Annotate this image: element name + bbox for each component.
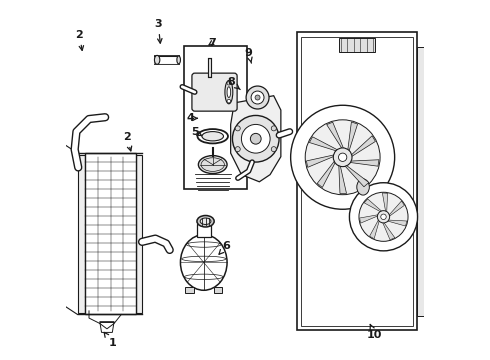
Circle shape [246, 86, 269, 109]
Bar [196, 224, 211, 237]
Circle shape [271, 147, 276, 152]
Ellipse shape [200, 218, 211, 225]
Polygon shape [382, 222, 395, 240]
Circle shape [250, 134, 261, 144]
Polygon shape [369, 219, 379, 239]
Polygon shape [389, 201, 404, 217]
Polygon shape [347, 122, 358, 152]
Polygon shape [317, 160, 336, 188]
Text: 6: 6 [219, 241, 230, 254]
Bar [184, 45, 247, 189]
Circle shape [333, 148, 352, 167]
Circle shape [242, 125, 270, 153]
Ellipse shape [154, 55, 160, 64]
Circle shape [255, 95, 260, 100]
Bar [77, 155, 85, 313]
Polygon shape [344, 165, 369, 187]
Ellipse shape [202, 132, 223, 141]
Circle shape [251, 91, 264, 104]
Bar [85, 153, 136, 315]
Bar [185, 287, 194, 293]
Polygon shape [348, 160, 379, 166]
Circle shape [232, 116, 279, 162]
Bar [417, 46, 423, 316]
Text: 2: 2 [123, 132, 132, 151]
Text: 8: 8 [227, 77, 240, 90]
Text: 4: 4 [187, 113, 197, 123]
Text: 3: 3 [154, 19, 162, 43]
Circle shape [349, 183, 417, 251]
Circle shape [377, 211, 390, 223]
Polygon shape [327, 122, 344, 150]
Ellipse shape [197, 216, 214, 227]
Circle shape [305, 120, 380, 195]
Polygon shape [309, 137, 339, 151]
Ellipse shape [227, 87, 231, 98]
Text: 9: 9 [245, 48, 252, 63]
Polygon shape [350, 136, 375, 157]
Bar [297, 32, 417, 330]
Bar [214, 287, 222, 293]
Bar [136, 155, 142, 313]
Polygon shape [382, 193, 388, 213]
Text: 5: 5 [191, 127, 202, 136]
Bar [339, 38, 375, 52]
Text: 10: 10 [367, 324, 383, 340]
Polygon shape [231, 96, 281, 182]
Text: 7: 7 [208, 38, 216, 48]
FancyBboxPatch shape [192, 73, 237, 111]
Ellipse shape [225, 81, 233, 104]
Bar [301, 37, 413, 325]
Ellipse shape [198, 156, 227, 174]
Polygon shape [387, 220, 407, 226]
Circle shape [359, 192, 408, 241]
Ellipse shape [180, 235, 227, 290]
Circle shape [227, 81, 231, 85]
Circle shape [235, 126, 240, 131]
Polygon shape [100, 321, 114, 332]
Polygon shape [306, 154, 335, 167]
Circle shape [339, 153, 347, 161]
Text: 2: 2 [75, 30, 84, 50]
Polygon shape [339, 164, 346, 194]
Polygon shape [364, 199, 382, 212]
Ellipse shape [177, 56, 180, 64]
Ellipse shape [197, 129, 228, 143]
Circle shape [381, 214, 386, 220]
Circle shape [227, 99, 231, 103]
Polygon shape [360, 215, 379, 223]
Circle shape [271, 126, 276, 131]
Text: 1: 1 [104, 332, 116, 348]
Circle shape [235, 147, 240, 152]
Ellipse shape [357, 179, 369, 195]
Circle shape [291, 105, 394, 209]
